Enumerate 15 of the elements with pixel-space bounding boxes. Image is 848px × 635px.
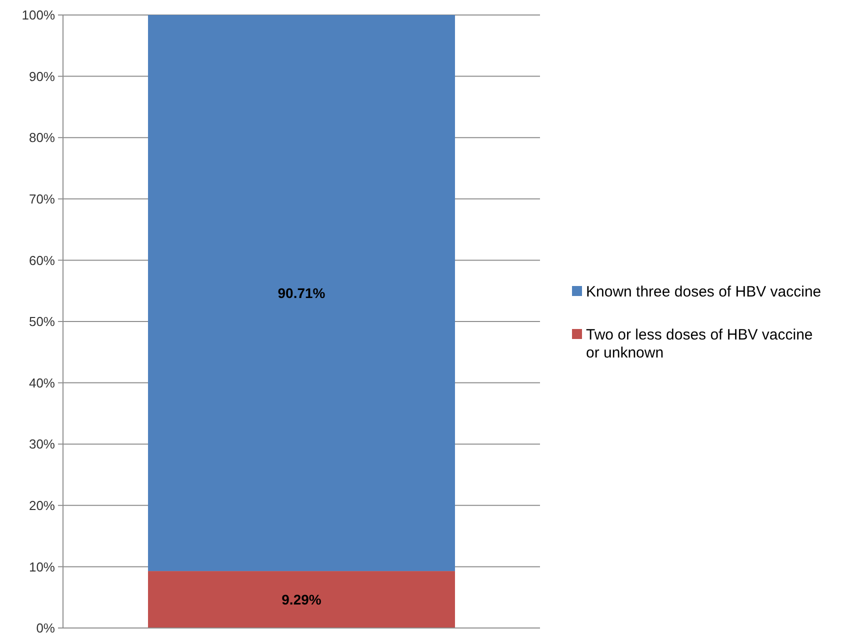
y-tick-label: 20% — [28, 498, 56, 513]
y-tick-label: 10% — [28, 559, 56, 574]
y-tick-label: 50% — [28, 314, 56, 330]
data-label: 90.71% — [278, 284, 326, 301]
y-tick-label: 0% — [36, 620, 56, 635]
legend-label: Known three doses of HBV vaccine — [586, 283, 822, 300]
data-label: 9.29% — [282, 591, 322, 608]
y-tick-label: 70% — [28, 191, 56, 206]
y-tick-label: 30% — [28, 436, 56, 452]
y-tick-label: 90% — [28, 68, 56, 84]
legend-label: Two or less doses of HBV vaccine or unknown — [586, 326, 813, 362]
y-tick-label: 40% — [28, 375, 56, 390]
y-tick-label: 80% — [28, 130, 56, 146]
y-tick-label: 60% — [28, 252, 56, 268]
y-tick-label: 100% — [22, 8, 56, 23]
